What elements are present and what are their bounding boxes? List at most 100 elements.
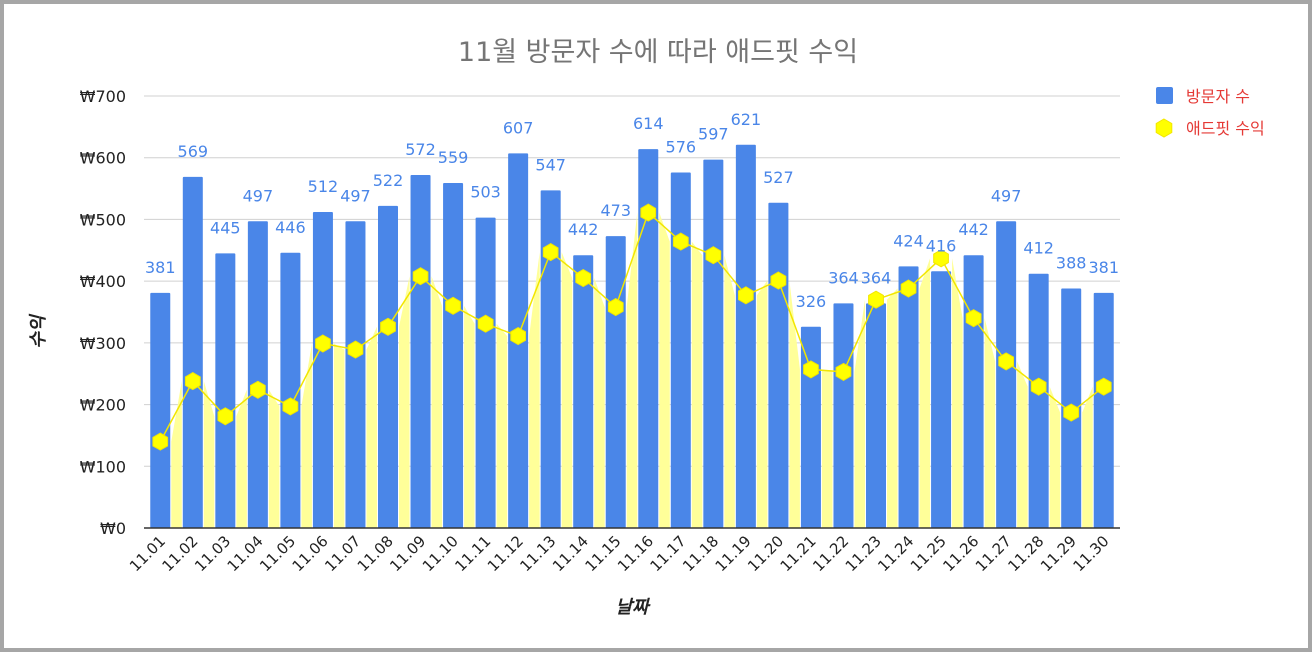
revenue-area-segment: [203, 381, 215, 528]
revenue-point-11.13: [542, 243, 559, 262]
revenue-area-segment: [366, 326, 377, 528]
revenue-point-11.19: [738, 286, 754, 305]
x-tick-label: 11.14: [549, 532, 592, 575]
bar-value-label: 572: [405, 140, 436, 159]
revenue-point-11.30: [1095, 377, 1112, 396]
revenue-point-11.10: [445, 296, 461, 315]
revenue-point-11.07: [347, 340, 364, 359]
bar-11.30: [1093, 292, 1114, 528]
revenue-area-segment: [529, 252, 540, 528]
x-tick-label: 11.11: [451, 532, 494, 575]
revenue-point-11.12: [510, 327, 526, 346]
revenue-area-segment: [984, 318, 996, 528]
revenue-point-11.22: [835, 362, 852, 381]
revenue-point-11.26: [965, 309, 982, 328]
bar-value-label: 597: [698, 125, 729, 144]
bar-value-label: 559: [438, 148, 469, 167]
legend-swatch-revenue: [1155, 118, 1173, 138]
x-tick-label: 11.01: [126, 532, 169, 575]
bar-value-label: 621: [731, 110, 762, 129]
bar-11.01: [150, 292, 171, 528]
revenue-point-11.21: [803, 360, 819, 379]
revenue-area-segment: [821, 369, 833, 528]
revenue-area: [171, 212, 1093, 529]
bar-value-label: 503: [470, 183, 501, 202]
x-tick-label: 11.03: [191, 532, 234, 575]
bar-11.03: [215, 253, 236, 528]
revenue-point-11.05: [282, 397, 299, 416]
y-tick-label: ₩500: [80, 210, 126, 229]
bar-value-label: 416: [926, 236, 957, 255]
bar-11.20: [768, 202, 789, 528]
x-tick-label: 11.28: [1004, 532, 1047, 575]
bar-11.14: [573, 255, 594, 529]
legend: 방문자 수 애드핏 수익: [1155, 87, 1265, 138]
revenue-point-11.25: [933, 249, 949, 268]
x-tick-label: 11.21: [777, 532, 820, 575]
revenue-area-segment: [464, 305, 475, 528]
bar-value-label: 381: [145, 258, 176, 277]
revenue-area-segment: [594, 278, 605, 528]
revenue-point-11.08: [380, 317, 396, 336]
revenue-area-segment: [854, 299, 865, 528]
legend-label-visitors: 방문자 수: [1186, 87, 1250, 106]
revenue-area-segment: [952, 258, 963, 528]
revenue-point-11.27: [998, 352, 1014, 371]
bar-11.27: [996, 221, 1017, 528]
revenue-area-segment: [1017, 361, 1028, 528]
bar-value-label: 364: [861, 268, 892, 287]
bar-11.24: [898, 266, 919, 528]
revenue-point-11.04: [250, 380, 266, 399]
bar-11.13: [540, 190, 561, 528]
revenue-area-segment: [333, 343, 345, 528]
bar-value-label: 381: [1088, 258, 1119, 277]
combo-chart: 11월 방문자 수에 따라 애드핏 수익 ₩0₩100₩200₩300₩400₩…: [28, 37, 1265, 618]
revenue-polyline: [159, 211, 1105, 442]
bar-value-label: 522: [373, 171, 404, 190]
revenue-point-11.15: [607, 298, 624, 317]
y-axis-title: 수익: [28, 313, 49, 349]
revenue-area-segment: [431, 276, 443, 528]
bar-value-label: 576: [666, 138, 697, 157]
revenue-area-segment: [496, 323, 508, 528]
bar-11.25: [931, 271, 952, 528]
bar-11.02: [182, 176, 203, 529]
bar-value-label: 497: [340, 186, 371, 205]
bar-11.04: [247, 221, 268, 528]
x-tick-label: 11.12: [484, 532, 527, 575]
revenue-area-segment: [919, 258, 931, 528]
y-axis-ticks: ₩0 ₩100 ₩200 ₩300 ₩400 ₩500 ₩600 ₩700: [80, 87, 126, 538]
revenue-area-segment: [301, 343, 312, 528]
x-tick-label: 11.10: [419, 532, 462, 575]
revenue-area-segment: [399, 276, 410, 528]
y-tick-label: ₩700: [80, 87, 126, 106]
bar-11.21: [800, 326, 821, 528]
x-tick-label: 11.25: [907, 532, 950, 575]
bar-11.23: [866, 303, 886, 528]
revenue-points: [152, 203, 1112, 451]
x-tick-label: 11.13: [516, 532, 559, 575]
chart-title: 11월 방문자 수에 따라 애드핏 수익: [458, 37, 858, 68]
x-tick-label: 11.30: [1069, 532, 1112, 575]
y-tick-label: ₩0: [100, 519, 126, 538]
y-tick-label: ₩100: [80, 457, 126, 476]
x-tick-label: 11.15: [581, 532, 624, 575]
x-tick-label: 11.07: [321, 532, 364, 575]
bar-value-label: 445: [210, 218, 241, 237]
x-tick-label: 11.29: [1037, 532, 1080, 575]
revenue-point-11.03: [217, 407, 234, 426]
bar-value-label: 424: [893, 231, 924, 250]
legend-swatch-visitors: [1156, 87, 1173, 104]
bar-value-label: 607: [503, 118, 534, 137]
x-axis-title: 날짜: [615, 597, 651, 618]
bar-11.17: [670, 172, 691, 529]
bar-value-label: 326: [796, 292, 827, 311]
bar-value-label: 442: [958, 220, 989, 239]
x-tick-label: 11.20: [744, 532, 787, 575]
x-tick-label: 11.19: [712, 532, 755, 575]
x-tick-label: 11.23: [842, 532, 885, 575]
x-tick-label: 11.08: [354, 532, 397, 575]
revenue-area-segment: [1082, 386, 1093, 528]
bar-11.07: [345, 221, 366, 528]
bar-value-label: 512: [308, 177, 339, 196]
